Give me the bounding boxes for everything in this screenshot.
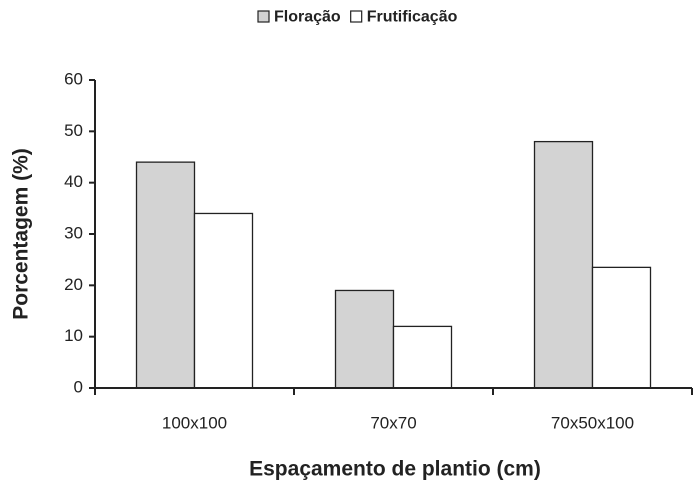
y-tick-label: 30 [64,223,83,242]
y-tick-label: 0 [74,377,83,396]
bar [392,325,453,389]
y-tick-label: 20 [64,275,83,294]
bar [193,212,254,389]
y-tick-label: 50 [64,121,83,140]
legend-swatch [350,10,363,23]
bar [135,161,196,389]
bar [591,266,652,389]
y-tick-label: 60 [64,69,83,88]
legend-swatch [257,10,270,23]
x-axis-title: Espaçamento de plantio (cm) [249,458,541,481]
x-tick-label: 100x100 [162,413,227,432]
bar [334,289,395,389]
y-tick-label: 40 [64,172,83,191]
legend-label: Frutificação [367,9,458,26]
y-axis-title: Porcentagem (%) [10,148,33,320]
bar [533,140,594,389]
legend-label: Floração [274,9,341,26]
y-tick-label: 10 [64,326,83,345]
x-tick-label: 70x70 [370,413,416,432]
x-tick-label: 70x50x100 [551,413,634,432]
